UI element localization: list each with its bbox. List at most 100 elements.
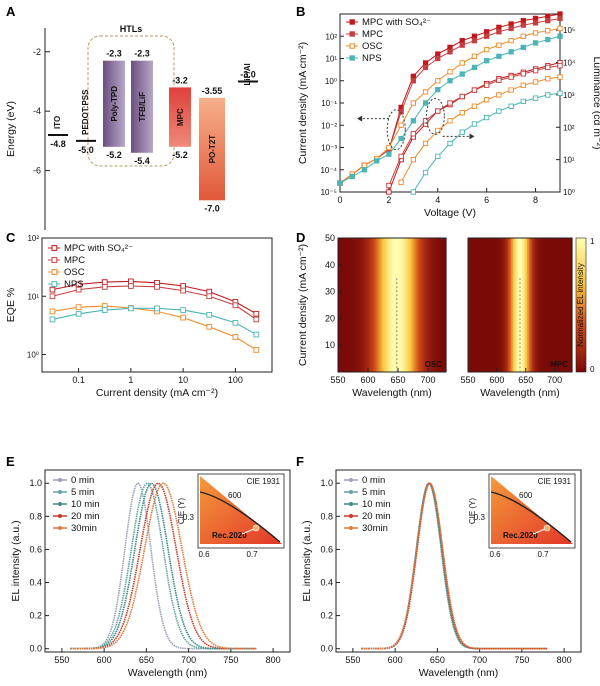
y-axis-title: Energy (eV) xyxy=(5,101,17,157)
luminance-point xyxy=(435,127,441,134)
legend-marker xyxy=(51,269,58,275)
heatmap-cell xyxy=(444,238,447,372)
current-point xyxy=(386,151,392,157)
current-point xyxy=(484,58,490,64)
legend-label: OSC xyxy=(362,41,383,52)
heatmap-cell xyxy=(431,238,434,372)
legend-label: MPC xyxy=(362,29,383,40)
heatmap-cell xyxy=(518,238,521,372)
band-bar xyxy=(199,97,225,201)
heatmap-cell xyxy=(375,238,379,372)
heatmap-cell xyxy=(540,238,544,372)
map-label: MPC xyxy=(550,360,568,369)
panel-label-d: D xyxy=(296,230,305,245)
eqe-point xyxy=(101,284,108,290)
band-bar xyxy=(103,60,125,147)
current-point xyxy=(557,33,563,39)
heatmap-cell xyxy=(352,238,355,372)
heatmap-cell xyxy=(525,238,528,372)
legend-label: MPC with SO₄²⁻ xyxy=(362,17,431,28)
legend-marker xyxy=(58,502,62,506)
eqe-point xyxy=(206,311,213,318)
heatmap-cell xyxy=(406,238,409,372)
heatmap-cell xyxy=(392,238,395,372)
current-point xyxy=(398,122,404,128)
current-point xyxy=(545,13,551,19)
y2-tick-label: 10⁴ xyxy=(563,59,576,68)
heatmap-cell xyxy=(372,238,375,372)
current-point xyxy=(435,51,441,57)
current-point xyxy=(508,21,514,27)
x-tick-label: 800 xyxy=(266,655,281,665)
eqe-point xyxy=(253,316,260,323)
heatmap-cell xyxy=(402,238,406,372)
map-label: OSC xyxy=(425,360,443,369)
heatmap-cell xyxy=(341,238,344,372)
spectrum-line xyxy=(70,482,257,650)
luminance-point xyxy=(471,87,478,93)
heatmap-cell xyxy=(511,238,514,372)
lumo-value: -2.3 xyxy=(134,49,150,59)
luminance-point xyxy=(508,74,514,80)
heatmap-cell xyxy=(422,238,425,372)
legend-label: 30min xyxy=(71,523,97,534)
heatmap-cell xyxy=(497,238,500,372)
heatmap-cell xyxy=(359,238,362,372)
heatmap-cell xyxy=(343,238,346,372)
eqe-point xyxy=(206,293,213,300)
heatmap-cell xyxy=(361,238,364,372)
x-tick-label: 650 xyxy=(390,375,405,385)
y-tick-label: 0.6 xyxy=(29,544,42,554)
legend-label: 5 min xyxy=(362,487,385,498)
x-tick-label: 550 xyxy=(460,375,475,385)
heatmap-cell xyxy=(537,238,540,372)
x-tick-label: 4 xyxy=(435,195,440,205)
current-point xyxy=(557,15,563,22)
y-tick-label: 0.0 xyxy=(320,644,333,654)
eqe-point xyxy=(253,347,260,353)
eqe-point xyxy=(128,283,134,289)
plot-frame xyxy=(335,469,582,653)
legend-marker xyxy=(58,514,62,518)
colorbar-tick-min: 0 xyxy=(590,365,595,374)
heatmap-cell xyxy=(478,238,481,372)
current-point xyxy=(545,28,551,34)
panel-label-a: A xyxy=(6,4,16,19)
heatmap-cell xyxy=(413,238,416,372)
cie-arrow xyxy=(241,528,255,535)
heatmap-cell xyxy=(381,238,384,372)
heatmap-cell xyxy=(365,238,368,372)
current-point xyxy=(447,44,453,51)
heatmap-cell xyxy=(404,238,407,372)
spectral-locus xyxy=(199,491,281,543)
level-value: -4.8 xyxy=(50,139,66,149)
y-tick-label: 50 xyxy=(325,233,335,243)
current-point xyxy=(471,38,478,44)
eqe-point xyxy=(49,316,56,323)
lumo-value: -3.55 xyxy=(202,86,223,96)
y-tick-label: 0.4 xyxy=(320,578,333,588)
x-tick-label: 0 xyxy=(337,195,342,205)
luminance-point xyxy=(520,82,526,88)
luminance-point xyxy=(459,93,465,100)
heatmap-cell xyxy=(384,238,388,372)
heatmap-cell xyxy=(481,238,485,372)
luminance-point xyxy=(496,77,502,83)
y-tick-label: 20 xyxy=(325,313,335,323)
heatmap-cell xyxy=(339,238,343,372)
cie-title: CIE 1931 xyxy=(247,477,281,486)
y-tick-label: 1.0 xyxy=(320,478,333,488)
legend-label: 30min xyxy=(362,523,388,534)
rec2020-label: Rec.2020 xyxy=(212,531,247,540)
luminance-point xyxy=(410,189,416,195)
heatmap-cell xyxy=(411,238,415,372)
y2-tick-label: 10³ xyxy=(563,91,575,100)
heatmap-cell xyxy=(417,238,420,372)
heatmap-cell xyxy=(442,238,445,372)
htl-box-label: HTLs xyxy=(120,24,143,34)
heatmap-cell xyxy=(544,238,547,372)
current-point xyxy=(471,53,478,59)
heatmap-cell xyxy=(568,238,571,372)
luminance-point xyxy=(435,108,441,114)
heatmap-cell xyxy=(408,238,411,372)
